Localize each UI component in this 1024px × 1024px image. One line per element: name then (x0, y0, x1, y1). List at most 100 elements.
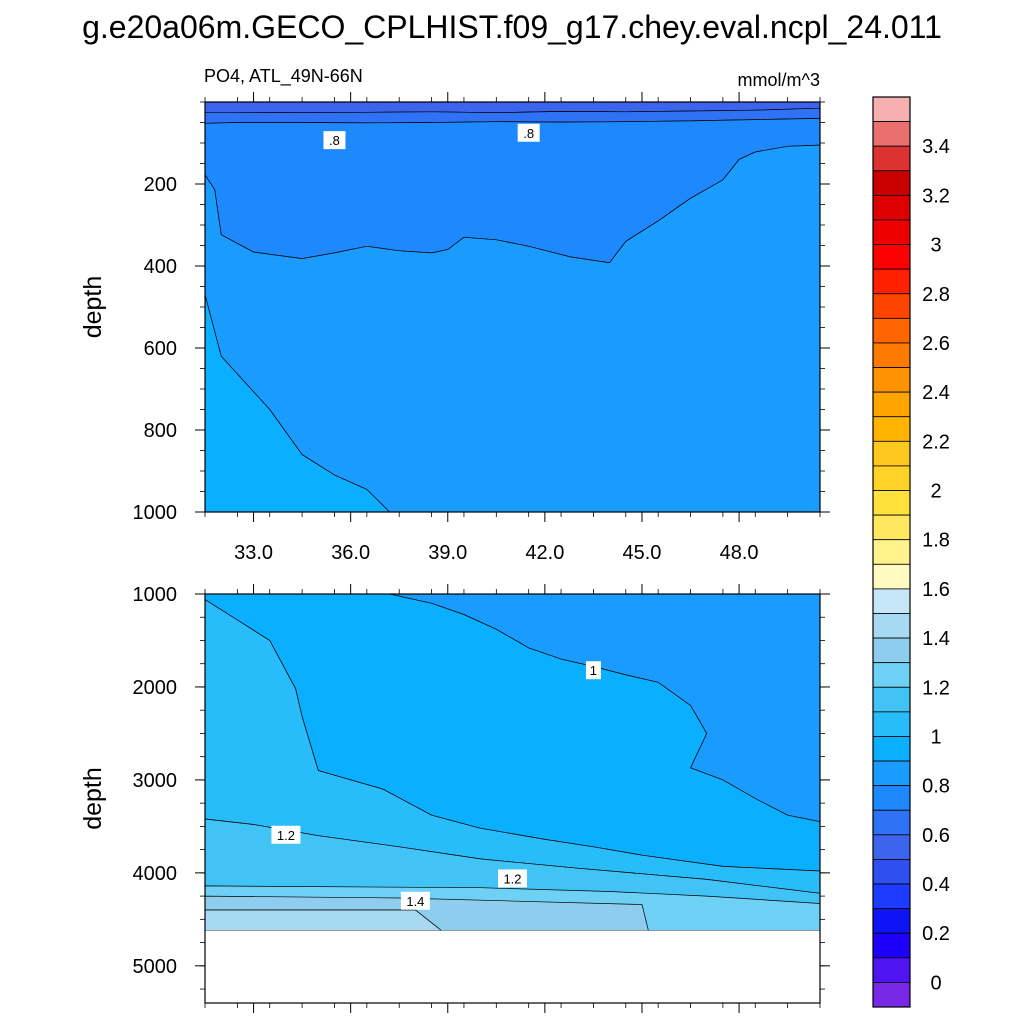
units-label: mmol/m^3 (738, 70, 820, 90)
chart-title: g.e20a06m.GECO_CPLHIST.f09_g17.chey.eval… (82, 9, 942, 45)
contour-label-box (498, 869, 527, 888)
contour-label-box (517, 123, 540, 142)
contour-label-box (400, 891, 430, 910)
lower-y-tick-label: 2000 (133, 677, 178, 699)
colorbar-label-2: 3 (930, 235, 941, 257)
contour-label-text: .8 (523, 126, 534, 141)
colorbar-swatch-15 (872, 465, 911, 491)
colorbar-swatch-7 (872, 268, 911, 295)
colorbar-label-8: 1.8 (922, 530, 950, 552)
colorbar-label-0: 3.4 (922, 136, 950, 158)
colorbar-label-9: 1.6 (922, 579, 950, 601)
colorbar-swatch-23 (872, 662, 911, 688)
lower-contour-label-1: 1.2 (271, 825, 301, 844)
upper-y-tick-label: 400 (144, 256, 177, 278)
lower-contour-label-2: 1.2 (498, 869, 527, 888)
contour-label-text: 1.2 (503, 871, 521, 886)
upper-plot-area: .8 .8 (205, 102, 820, 512)
lower-y-tick-label: 4000 (133, 863, 178, 885)
colorbar-swatch-24 (872, 686, 911, 713)
lower-frame (204, 593, 821, 1004)
contour-label-box (585, 661, 601, 680)
upper-y-tick-label: 600 (144, 338, 177, 360)
colorbar-swatch-26 (872, 736, 911, 762)
x-tick-label: 42.0 (525, 542, 564, 564)
contour-label-box (271, 825, 301, 844)
upper-y-tick-label: 1000 (133, 502, 178, 524)
lower-y-tick-label: 5000 (133, 956, 178, 978)
colorbar-label-12: 1 (930, 726, 941, 748)
x-tick-label: 39.0 (428, 542, 467, 564)
colorbar-swatch-16 (872, 490, 911, 516)
colorbar-label-14: 0.6 (922, 825, 950, 847)
colorbar-swatch-19 (872, 563, 911, 590)
colorbar-label-4: 2.6 (922, 333, 950, 355)
x-tick-label: 36.0 (331, 542, 370, 564)
lower-no-data (205, 930, 820, 1003)
lower-contour-label-0: 1 (585, 661, 601, 680)
colorbar-label-16: 0.2 (922, 923, 950, 945)
lower-y-tick-label: 1000 (133, 584, 178, 606)
colorbar-label-5: 2.4 (922, 382, 950, 404)
colorbar-swatch-30 (872, 834, 911, 860)
upper-contour-region-4 (205, 294, 390, 512)
colorbar-swatch-14 (872, 440, 911, 467)
colorbar-swatch-4 (872, 194, 911, 221)
upper-y-tick-label: 200 (144, 174, 177, 196)
colorbar-swatch-2 (872, 145, 911, 172)
colorbar-swatch-18 (872, 539, 911, 565)
lower-panel: 1 1.2 1.2 1.4 1000 2000 3000 4000 5000 depth (79, 584, 830, 1013)
contour-label-text: 1 (590, 663, 597, 678)
upper-contour-label-1: .8 (517, 123, 540, 142)
colorbar-swatch-21 (872, 613, 911, 639)
colorbar-swatch-35 (872, 957, 911, 983)
upper-panel: .8 .8 200 400 600 800 1000 33.0 36.0 39.0 42.0 45.0… (79, 92, 830, 564)
colorbar-swatch-5 (872, 219, 911, 245)
colorbar-swatch-6 (872, 244, 911, 270)
colorbar-label-11: 1.2 (922, 677, 950, 699)
lower-contour-region-6 (205, 909, 443, 931)
colorbar-label-6: 2.2 (922, 431, 950, 453)
colorbar-swatch-20 (872, 588, 911, 614)
colorbar-swatch-17 (872, 514, 911, 541)
upper-y-axis-label: depth (79, 276, 107, 339)
lower-y-tick-label: 3000 (133, 770, 178, 792)
colorbar-label-7: 2 (930, 481, 941, 503)
colorbar-swatch-3 (872, 170, 911, 196)
colorbar-swatch-0 (872, 96, 911, 122)
colorbar-swatch-29 (872, 809, 911, 836)
colorbar: 3.4 3.2 3 2.8 2.6 2.4 2.2 2 1.8 1.6 1.4 1.2 1 0.8 0.6 0… (872, 96, 950, 1008)
colorbar-swatch-33 (872, 908, 911, 934)
colorbar-swatch-22 (872, 637, 911, 664)
contour-label-text: 1.2 (277, 828, 295, 843)
contour-label-box (323, 131, 346, 150)
colorbar-label-10: 1.4 (922, 628, 950, 650)
lower-plot-area: 1 1.2 1.2 1.4 (205, 594, 820, 1003)
colorbar-swatch-12 (872, 391, 911, 418)
lower-contour-label-3: 1.4 (400, 891, 430, 910)
colorbar-frame (872, 96, 911, 1008)
colorbar-swatch-25 (872, 711, 911, 737)
colorbar-label-13: 0.8 (922, 776, 950, 798)
colorbar-label-17: 0 (930, 972, 941, 994)
lower-y-axis-label: depth (79, 767, 107, 830)
contour-label-text: 1.4 (406, 894, 424, 909)
colorbar-swatch-31 (872, 859, 911, 885)
colorbar-swatch-11 (872, 367, 911, 393)
colorbar-label-15: 0.4 (922, 874, 950, 896)
x-tick-label: 48.0 (720, 542, 759, 564)
x-tick-label: 45.0 (623, 542, 662, 564)
colorbar-swatch-34 (872, 932, 911, 959)
colorbar-swatch-27 (872, 760, 911, 787)
subtitle-left: PO4, ATL_49N-66N (204, 66, 363, 87)
x-tick-label: 33.0 (234, 542, 273, 564)
colorbar-swatch-10 (872, 342, 911, 368)
colorbar-swatch-1 (872, 121, 911, 147)
colorbar-label-3: 2.8 (922, 284, 950, 306)
upper-contour-label-0: .8 (323, 131, 346, 150)
colorbar-swatch-28 (872, 785, 911, 811)
colorbar-swatch-32 (872, 883, 911, 910)
contour-label-text: .8 (329, 133, 340, 148)
colorbar-swatch-9 (872, 317, 911, 344)
